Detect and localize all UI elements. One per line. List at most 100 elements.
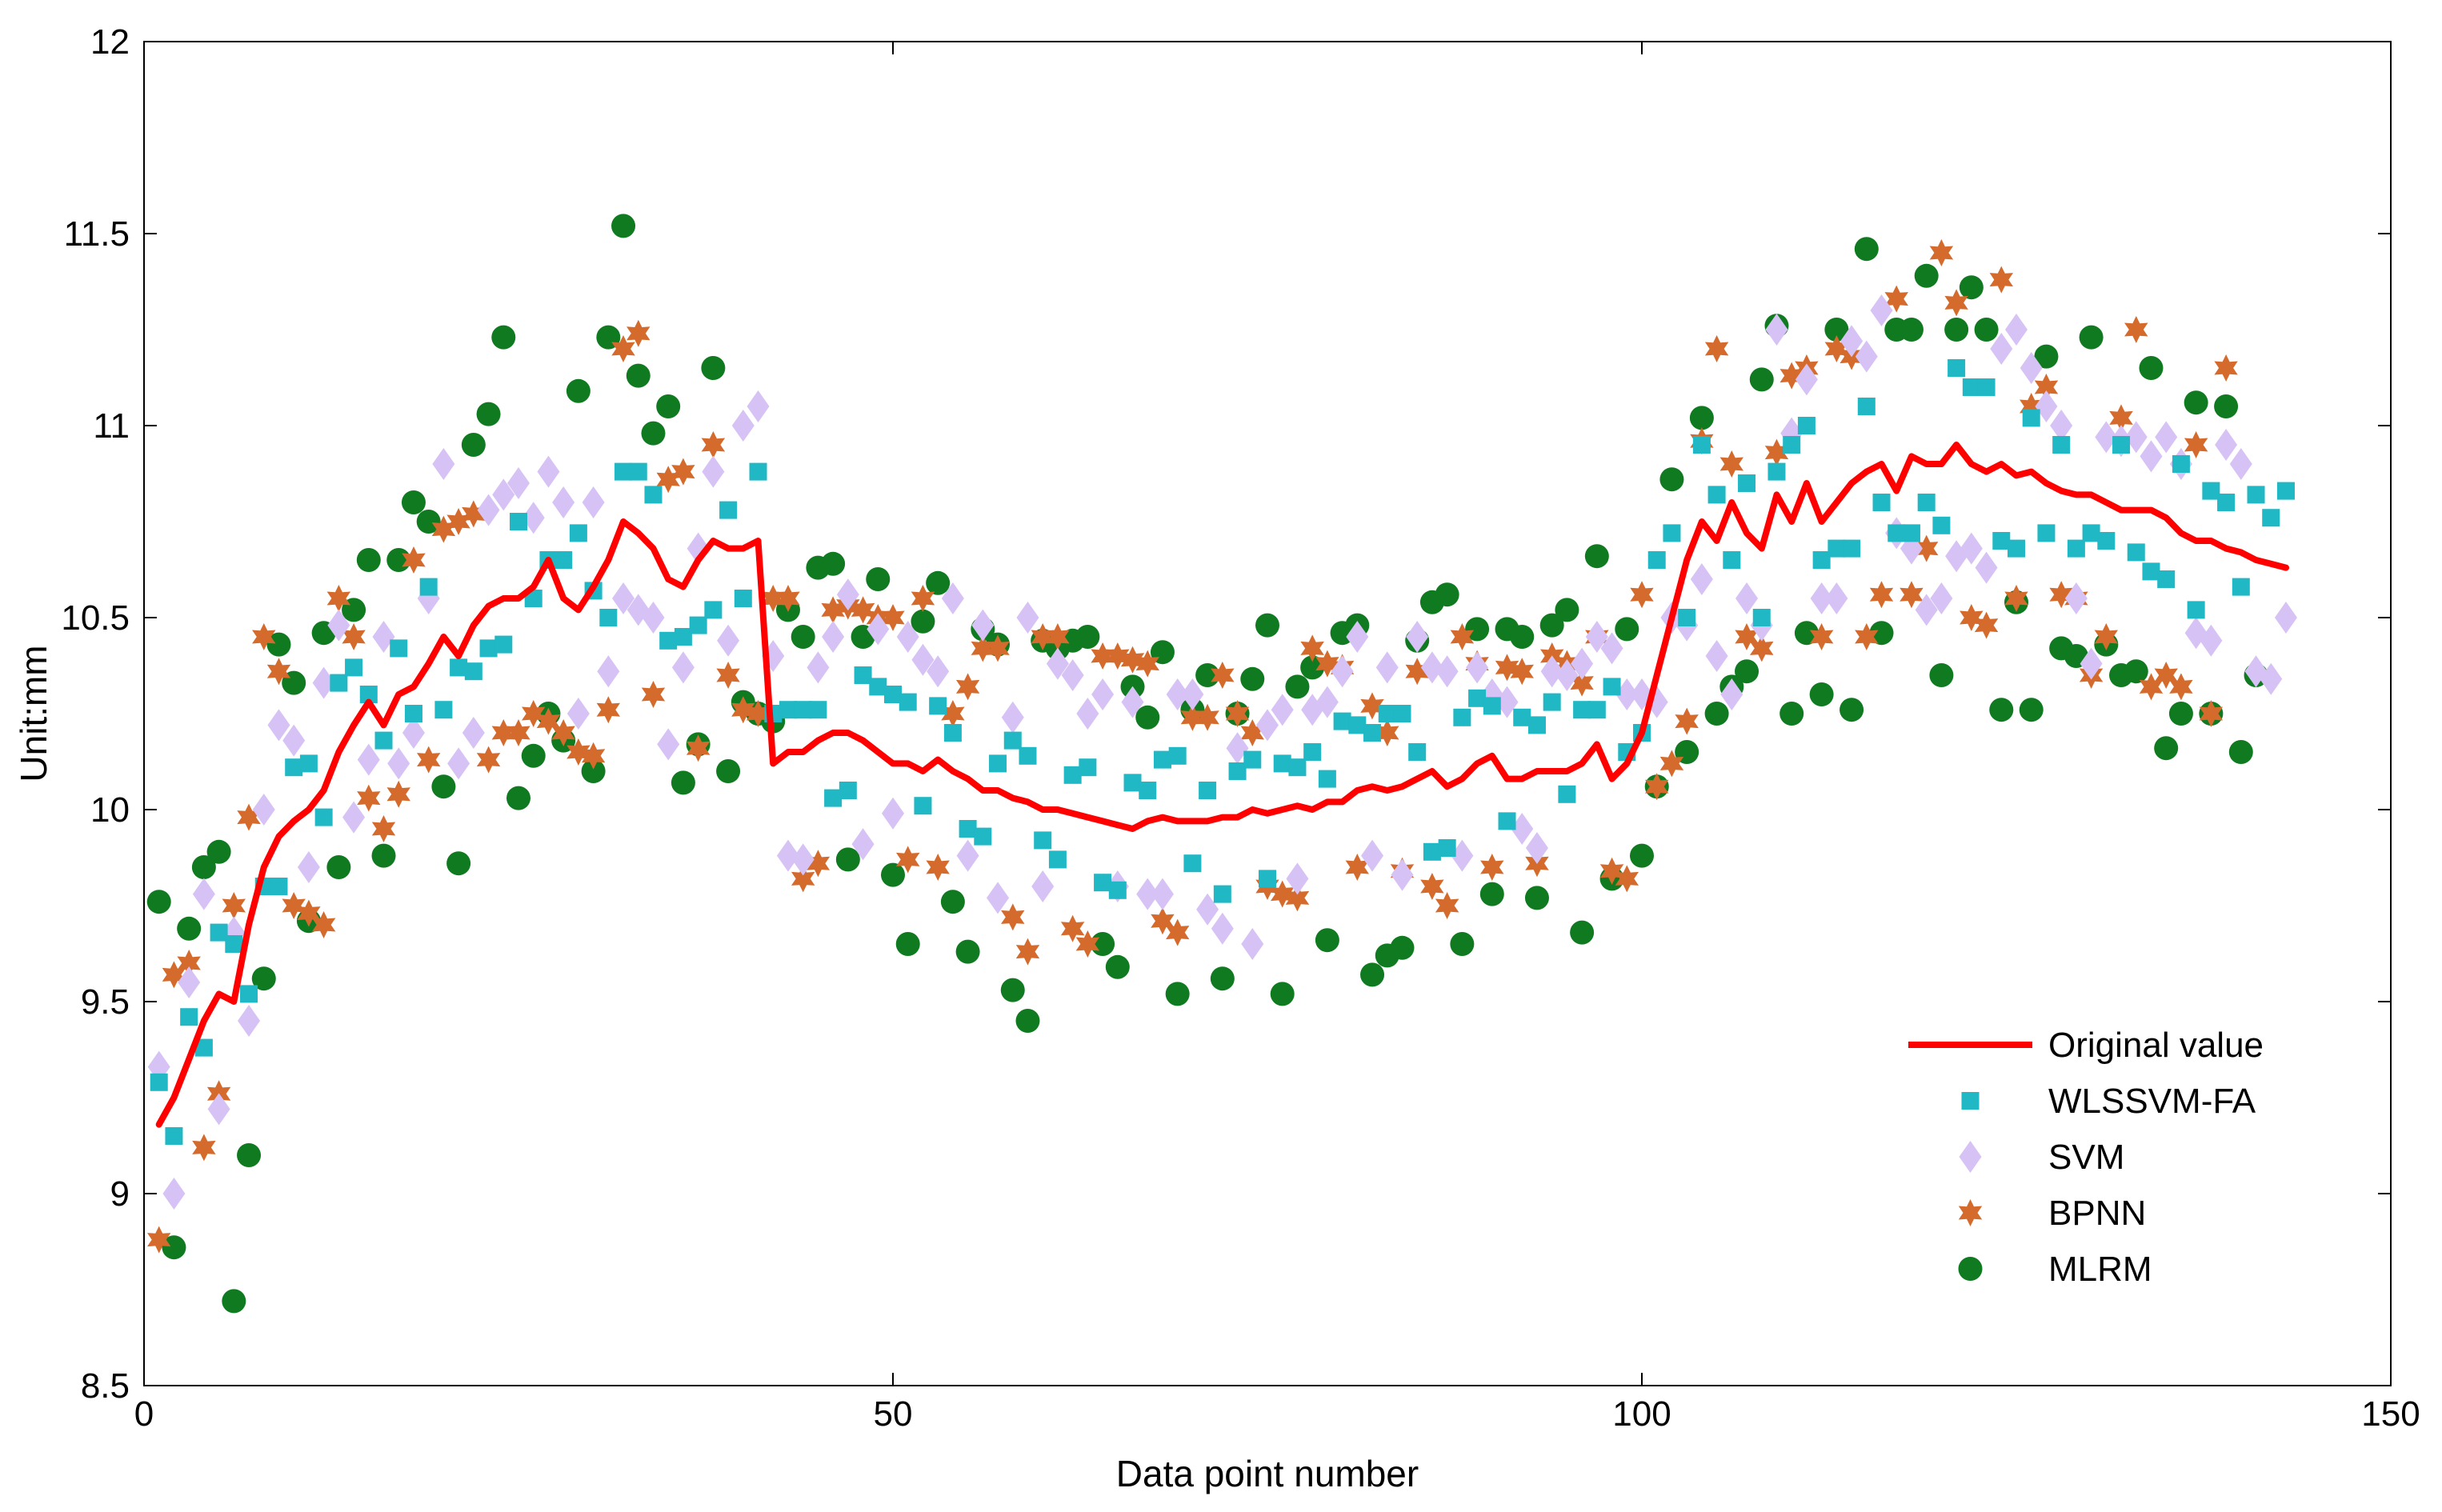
point-mlrm <box>701 356 726 380</box>
point-svm <box>1136 878 1159 910</box>
point-mlrm <box>656 394 681 418</box>
point-bpnn <box>491 719 515 746</box>
point-bpnn <box>2214 354 2238 382</box>
point-svm <box>1256 709 1279 742</box>
point-bpnn <box>1151 907 1175 935</box>
point-bpnn <box>746 700 771 727</box>
point-svm <box>1211 912 1234 945</box>
point-svm <box>582 486 605 518</box>
point-svm <box>327 609 350 642</box>
point-svm <box>2050 410 2073 442</box>
point-wlssvm-fa <box>285 758 303 777</box>
point-mlrm <box>2034 344 2059 369</box>
point-bpnn <box>1480 854 1504 881</box>
point-svm <box>731 410 755 442</box>
point-bpnn <box>896 846 920 874</box>
point-wlssvm-fa <box>510 513 527 530</box>
point-bpnn <box>1046 623 1070 650</box>
point-svm <box>671 651 695 684</box>
legend-swatch-mlrm <box>1958 1257 1983 1281</box>
point-bpnn <box>1570 669 1594 697</box>
point-bpnn <box>1659 750 1684 778</box>
point-bpnn <box>716 662 740 689</box>
point-wlssvm-fa <box>2157 570 2176 588</box>
plot-frame <box>143 41 2392 1386</box>
point-wlssvm-fa <box>1888 524 1906 542</box>
point-mlrm <box>1749 367 1774 392</box>
point-bpnn <box>252 623 276 650</box>
point-mlrm <box>1689 406 1714 430</box>
point-bpnn <box>402 546 426 574</box>
point-bpnn <box>326 585 351 612</box>
point-svm <box>1091 678 1115 710</box>
point-wlssvm-fa <box>569 524 587 542</box>
point-wlssvm-fa <box>1108 881 1127 899</box>
point-mlrm <box>1869 621 1894 646</box>
point-svm <box>1585 621 1608 653</box>
y-tick-label: 9.5 <box>81 982 130 1022</box>
point-mlrm <box>2228 740 2253 764</box>
point-bpnn <box>1974 611 1999 639</box>
point-svm <box>1061 659 1084 691</box>
point-mlrm <box>1000 978 1025 1002</box>
point-wlssvm-fa <box>1498 812 1516 830</box>
point-bpnn <box>881 604 905 631</box>
point-svm <box>1435 655 1459 688</box>
point-svm <box>1990 333 2013 365</box>
point-mlrm <box>1390 935 1415 960</box>
point-svm <box>1241 928 1264 960</box>
point-svm <box>178 966 201 998</box>
point-bpnn <box>2139 673 2164 701</box>
point-svm <box>1810 582 1833 614</box>
point-wlssvm-fa <box>1139 782 1157 799</box>
point-wlssvm-fa <box>1752 609 1771 626</box>
point-bpnn <box>791 865 815 893</box>
point-wlssvm-fa <box>779 701 797 719</box>
point-svm <box>971 609 995 642</box>
point-svm <box>1840 325 1864 358</box>
point-svm <box>1615 678 1639 710</box>
point-mlrm <box>2214 394 2239 418</box>
point-wlssvm-fa <box>1527 716 1546 734</box>
point-bpnn <box>2034 374 2059 401</box>
point-svm <box>432 448 455 480</box>
point-mlrm <box>1539 613 1564 638</box>
point-wlssvm-fa <box>479 639 498 658</box>
point-bpnn <box>2199 700 2224 727</box>
point-wlssvm-fa <box>734 590 752 607</box>
point-wlssvm-fa <box>1468 689 1487 707</box>
y-tick-label: 11 <box>93 406 130 446</box>
point-mlrm <box>716 759 741 783</box>
point-mlrm <box>1959 275 1984 300</box>
point-wlssvm-fa <box>2097 532 2116 550</box>
point-svm <box>2095 421 2118 454</box>
point-svm <box>911 643 935 676</box>
point-wlssvm-fa <box>1962 378 1980 396</box>
y-tick-label: 9 <box>110 1174 130 1214</box>
point-svm <box>1375 651 1399 684</box>
point-bpnn <box>551 719 575 746</box>
point-svm <box>1915 594 1938 626</box>
point-bpnn <box>656 466 680 494</box>
point-wlssvm-fa <box>1288 758 1307 777</box>
point-mlrm <box>895 932 920 956</box>
point-wlssvm-fa <box>314 808 333 826</box>
point-wlssvm-fa <box>2142 562 2160 581</box>
point-bpnn <box>462 500 486 528</box>
point-bpnn <box>1719 450 1743 478</box>
point-wlssvm-fa <box>1094 874 1112 892</box>
point-bpnn <box>821 596 845 624</box>
point-bpnn <box>761 585 785 612</box>
point-svm <box>1151 878 1174 910</box>
point-bpnn <box>1615 865 1639 893</box>
point-svm <box>537 455 560 488</box>
point-svm <box>1346 621 1369 653</box>
point-svm <box>867 613 890 646</box>
point-mlrm <box>1524 886 1549 910</box>
point-bpnn <box>1645 773 1669 801</box>
point-svm <box>1031 870 1055 902</box>
point-bpnn <box>1360 692 1384 720</box>
legend-label-mlrm: MLRM <box>2048 1250 2152 1289</box>
point-svm <box>2080 647 2103 680</box>
point-svm <box>702 455 725 488</box>
